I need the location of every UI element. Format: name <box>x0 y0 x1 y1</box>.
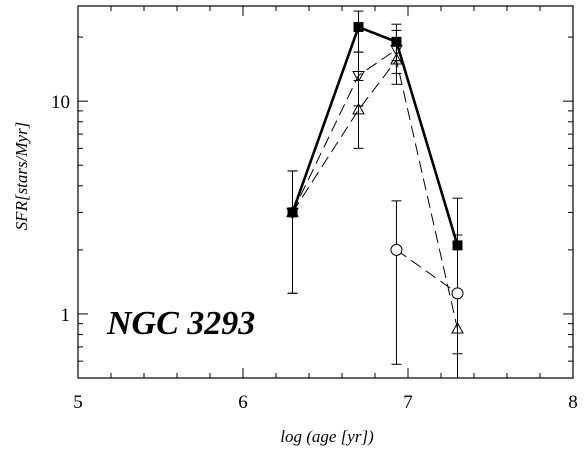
y-axis-title: SFR[stars/Myr] <box>12 122 31 231</box>
circle-marker <box>451 287 464 300</box>
triangle-up-marker <box>352 102 365 115</box>
series-line <box>396 249 458 294</box>
x-tick-label: 6 <box>238 392 248 413</box>
data-markers <box>286 22 464 334</box>
triangle-up-marker <box>390 53 403 65</box>
x-tick-label: 7 <box>403 392 413 413</box>
plot-frame <box>77 5 574 379</box>
circle-marker <box>390 243 403 256</box>
y-tick-label: 10 <box>51 92 70 113</box>
triangle-down-marker <box>286 207 299 220</box>
axis-ticks <box>77 6 574 379</box>
series-lines <box>291 25 459 330</box>
triangle-up-marker <box>286 205 299 217</box>
x-tick-label: 5 <box>73 392 83 413</box>
plot-border <box>77 5 574 379</box>
x-axis-title: log (age [yr]) <box>280 427 374 446</box>
tick-labels: 5 6 7 8 1 10 <box>51 92 578 413</box>
square-marker <box>353 22 364 33</box>
square-marker <box>287 207 298 218</box>
series-line <box>291 25 459 246</box>
square-marker <box>452 240 463 251</box>
triangle-up-marker <box>451 321 464 334</box>
triangle-down-marker <box>390 44 403 57</box>
triangle-down-marker <box>352 70 365 83</box>
series-line <box>292 58 458 330</box>
square-marker <box>391 36 402 47</box>
x-tick-label: 8 <box>568 392 578 413</box>
cluster-name-annotation: NGC 3293 <box>106 305 255 342</box>
error-bars <box>287 10 463 379</box>
y-tick-label: 1 <box>61 305 71 326</box>
